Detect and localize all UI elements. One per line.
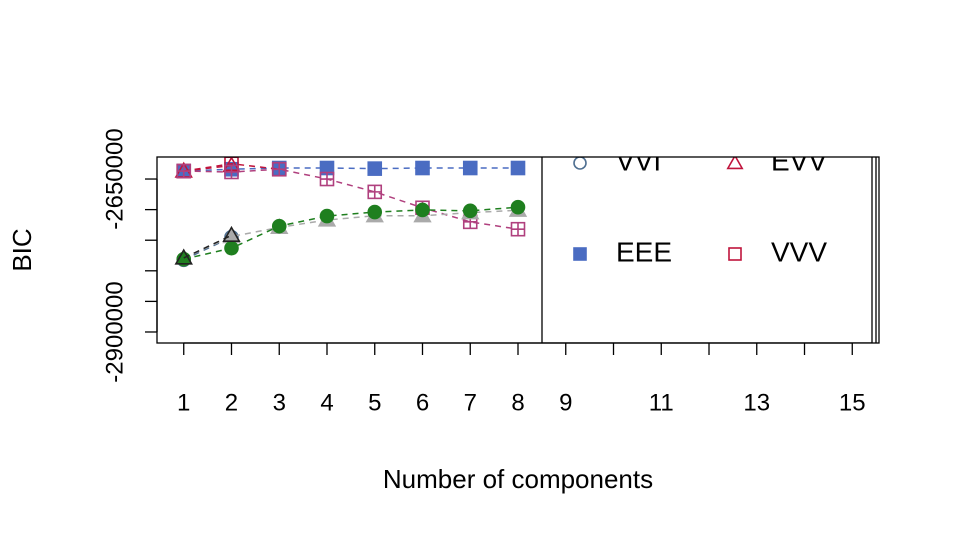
legend-label: VVI (616, 145, 661, 176)
x-tick-label: 15 (839, 389, 866, 416)
point (367, 161, 383, 176)
x-tick-label: 2 (225, 389, 238, 416)
legend-box (541, 157, 873, 343)
point (174, 248, 193, 265)
y-tick-label: -2900000 (101, 281, 128, 382)
point (415, 160, 430, 176)
point (271, 161, 287, 177)
point (222, 225, 241, 242)
x-tick-label: 3 (273, 389, 286, 416)
x-tick-label: 1 (177, 389, 190, 416)
legend-label: VVV (771, 236, 827, 267)
point (319, 171, 335, 187)
series-line (183, 168, 519, 230)
point (176, 163, 192, 179)
legend-marker (573, 157, 587, 170)
point (224, 240, 239, 256)
series-line (183, 162, 280, 172)
legend-label: EVV (771, 145, 827, 176)
legend-marker (726, 157, 744, 170)
legend-marker (573, 247, 587, 261)
point (462, 203, 478, 219)
point (462, 160, 478, 176)
x-tick-label: 6 (416, 389, 429, 416)
series-line (183, 167, 518, 172)
plot-area (174, 157, 528, 268)
point (510, 199, 526, 215)
x-tick-label: 9 (559, 389, 572, 416)
point (271, 218, 287, 234)
x-tick-label: 13 (743, 389, 770, 416)
point (415, 202, 430, 218)
point (224, 164, 239, 180)
y-tick-label: -2650000 (101, 128, 128, 229)
x-tick-label: 5 (368, 389, 381, 416)
x-tick-label: 11 (649, 389, 674, 416)
series-line (183, 234, 232, 259)
series-line (183, 206, 519, 260)
point (510, 160, 526, 176)
series-line (183, 164, 232, 172)
x-tick-label: 8 (511, 389, 524, 416)
point (319, 208, 335, 224)
legend-label: EEE (616, 236, 672, 267)
x-tick-label: 7 (464, 389, 477, 416)
legend-marker (728, 247, 742, 261)
y-axis-title: BIC (7, 228, 37, 271)
x-axis-title: Number of components (383, 464, 653, 494)
point (367, 184, 383, 200)
point (367, 204, 383, 220)
legend: VVI EEE EVV VVV (541, 145, 877, 343)
plot-frame (156, 156, 880, 344)
series-line (183, 209, 519, 259)
point (510, 221, 526, 237)
x-tick-label: 4 (320, 389, 333, 416)
